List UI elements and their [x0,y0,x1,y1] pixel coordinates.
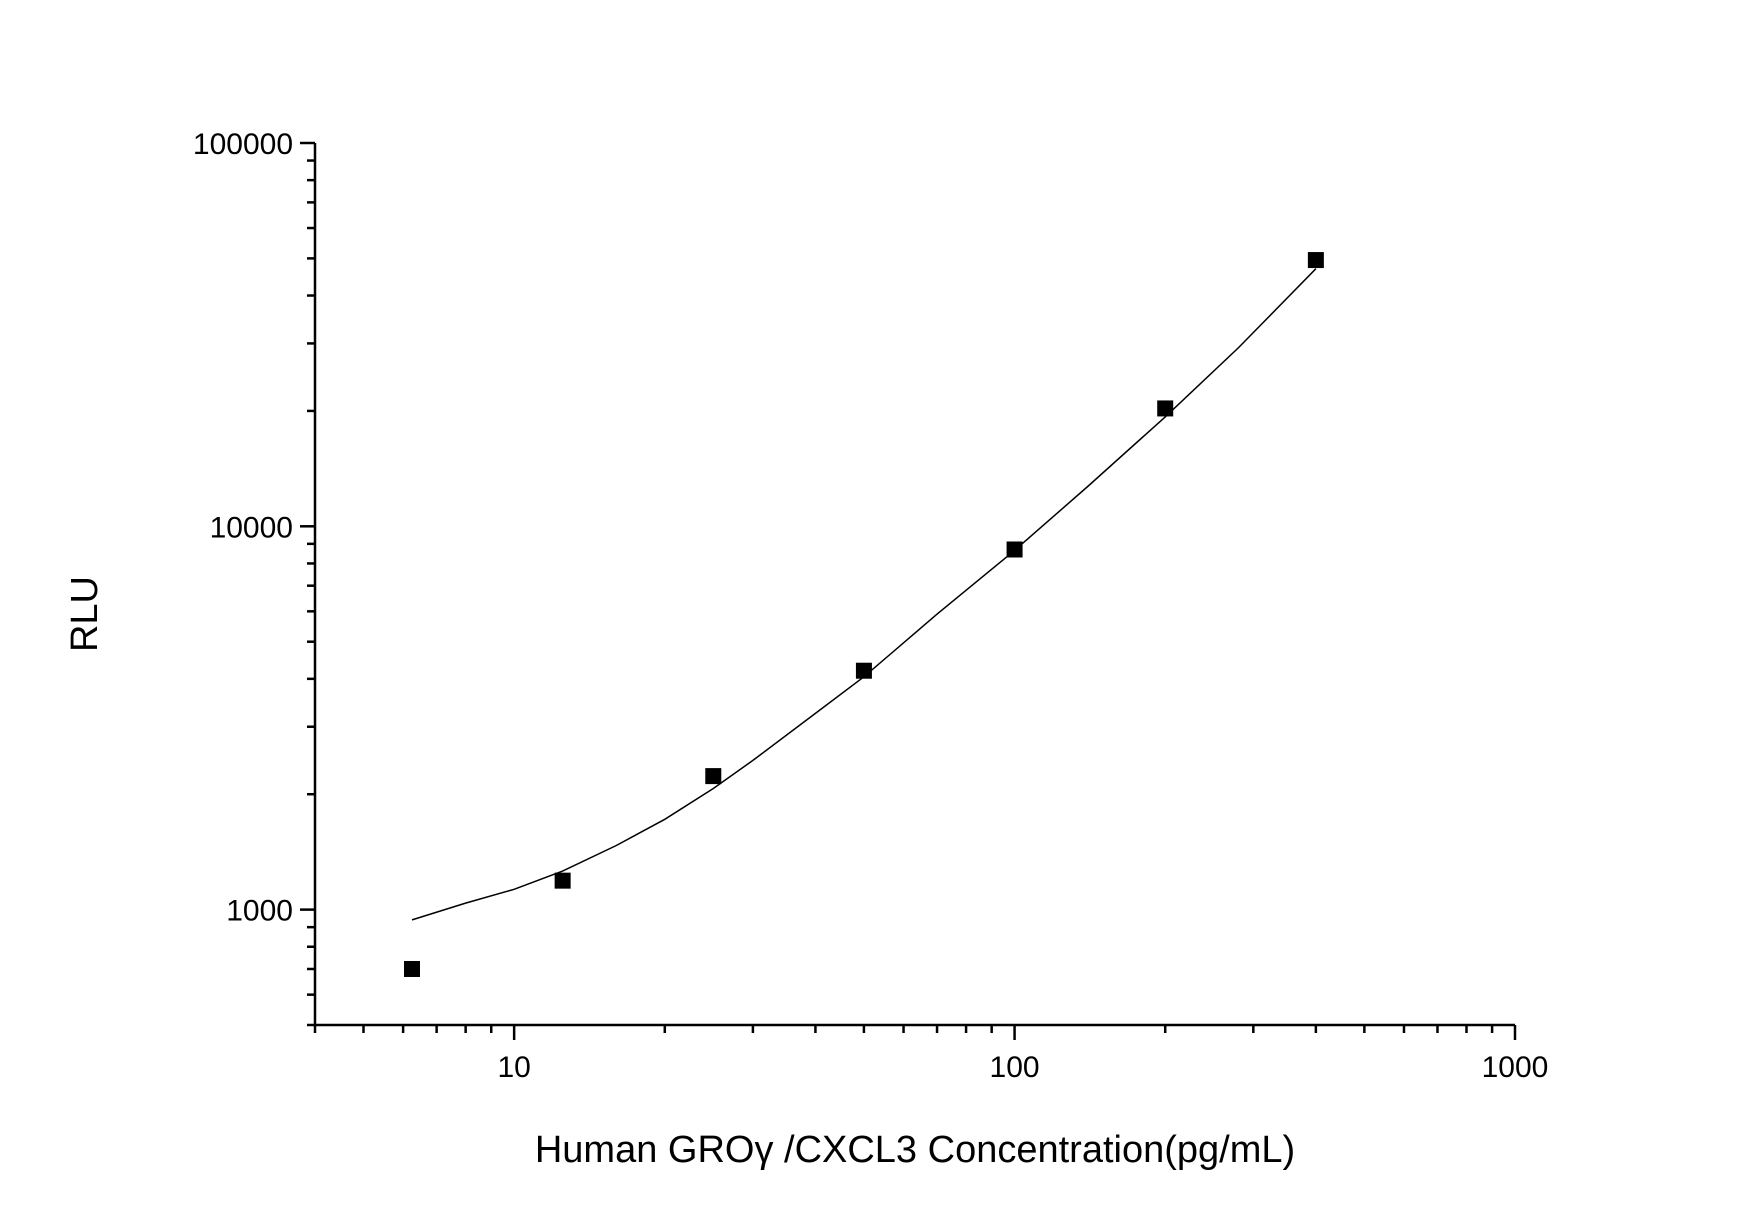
data-point [554,872,571,889]
x-tick-label: 10 [497,1051,530,1084]
data-point [1157,400,1174,417]
y-tick-label: 100000 [193,128,293,161]
y-tick-label: 10000 [210,511,293,544]
x-tick-label: 1000 [1482,1051,1549,1084]
ticks [300,141,1517,1040]
x-tick-label: 100 [990,1051,1040,1084]
data-point [1006,541,1023,558]
tick-labels: 10 100 1000 1000 10000 100000 [193,128,1548,1084]
data-point [1307,252,1324,269]
data-point [403,960,420,977]
data-point [855,662,872,679]
fit-curve [411,268,1317,921]
y-tick-label: 1000 [226,895,293,928]
axes [313,143,1515,1027]
data-point [705,768,722,785]
x-axis-title: Human GROγ /CXCL3 Concentration(pg/mL) [535,1129,1295,1171]
data-points [403,252,1324,977]
y-axis-title: RLU [64,576,106,652]
